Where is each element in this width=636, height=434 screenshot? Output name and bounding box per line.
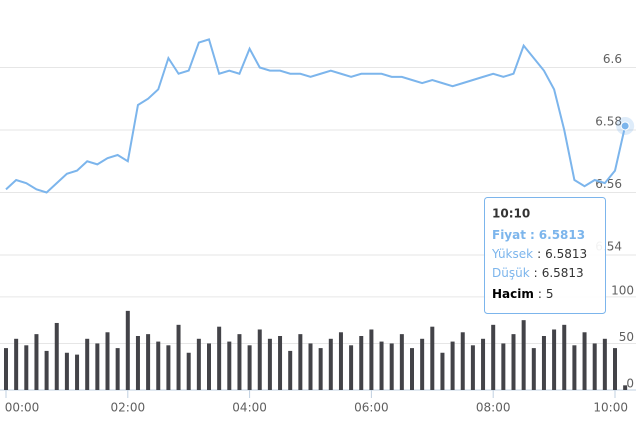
volume-bar [298, 334, 303, 390]
volume-bar [105, 332, 110, 390]
y-tick-label: 6.58 [595, 115, 622, 129]
volume-bar [369, 329, 374, 390]
volume-bar [95, 343, 100, 390]
volume-bar [125, 310, 130, 390]
volume-bar [227, 341, 232, 390]
volume-bar [541, 336, 546, 390]
volume-bar [379, 341, 384, 390]
volume-bar [521, 320, 526, 390]
volume-bar [349, 345, 354, 390]
tooltip-row: Hacim:5 [492, 287, 554, 301]
volume-bar [410, 348, 414, 390]
volume-bar [115, 348, 120, 390]
volume-bar [491, 324, 496, 390]
volume-bar [531, 348, 536, 390]
volume-bar [24, 345, 29, 390]
volume-bar [338, 332, 343, 390]
tooltip-text: : [538, 287, 542, 301]
volume-bar [176, 324, 181, 390]
price-line [5, 38, 627, 194]
tooltip-row: Yüksek:6.5813 [491, 247, 587, 261]
tooltip-row: Fiyat:6.5813 [492, 228, 585, 242]
tooltip-text: Yüksek [491, 247, 533, 261]
volume-bar [602, 338, 607, 390]
volume-bar [460, 332, 465, 390]
y2-tick-label: 50 [619, 330, 634, 344]
volume-bar [4, 348, 8, 390]
x-tick-label: 06:00 [354, 401, 389, 415]
tooltip-row: Düşük:6.5813 [492, 266, 584, 280]
volume-bar [470, 345, 475, 390]
volume-bar [359, 336, 364, 390]
tooltip-text: 6.5813 [545, 247, 587, 261]
volume-bar [572, 345, 577, 390]
x-tick-label: 08:00 [476, 401, 511, 415]
volume-bar [420, 338, 425, 390]
volume-bar [186, 352, 191, 390]
tooltip-text: Düşük [492, 266, 530, 280]
volume-bar [44, 350, 49, 390]
tooltip-text: 5 [546, 287, 554, 301]
volume-bar [135, 336, 140, 390]
volume-bar [247, 345, 252, 390]
tooltip-title: 10:10 [492, 207, 530, 221]
tooltip-text: 6.5813 [542, 266, 584, 280]
volume-bar [623, 385, 628, 390]
volume-bar [430, 326, 435, 390]
volume-bar [399, 334, 404, 390]
volume-bar [146, 334, 151, 390]
x-tick-label: 02:00 [111, 401, 146, 415]
volume-bar [328, 338, 333, 390]
volume-bar [85, 338, 90, 390]
volume-bar [481, 338, 486, 390]
tooltip-text: : [537, 247, 541, 261]
tooltip-text: : [530, 228, 535, 242]
volume-bar [196, 338, 201, 390]
volume-bar [613, 348, 617, 390]
volume-bar [288, 350, 293, 390]
y2-tick-label: 100 [611, 283, 634, 297]
volume-bar [75, 354, 80, 390]
tooltip-text: : [534, 266, 538, 280]
hover-point [620, 121, 630, 131]
volume-bar [237, 334, 242, 390]
volume-bar [34, 334, 39, 390]
tooltip-text: 6.5813 [539, 228, 585, 242]
tooltip-box [484, 197, 606, 314]
y-tick-label: 6.56 [595, 177, 622, 191]
volume-bar [562, 324, 567, 390]
volume-bar [318, 348, 323, 390]
volume-bar [440, 352, 445, 390]
tooltip-text: Fiyat [492, 228, 526, 242]
volume-bar [592, 343, 597, 390]
volume-bar [267, 338, 272, 390]
volume-bar [450, 341, 455, 390]
volume-bar [389, 343, 394, 390]
x-tick-label: 04:00 [232, 401, 267, 415]
volume-bar [14, 338, 19, 390]
volume-bar [582, 332, 587, 390]
y-tick-label: 6.6 [603, 52, 622, 66]
volume-bar [207, 343, 211, 390]
volume-bar [257, 329, 262, 390]
volume-bar [217, 326, 222, 390]
volume-bar [278, 336, 283, 390]
volume-bar [511, 334, 516, 390]
volume-bar [552, 329, 557, 390]
tooltip-text: Hacim [492, 287, 534, 301]
tooltip: 10:10Fiyat:6.5813Yüksek:6.5813Düşük:6.58… [484, 197, 606, 314]
x-tick-label: 00:00 [5, 401, 40, 415]
volume-bar [54, 322, 59, 390]
volume-bar [166, 345, 171, 390]
volume-bar [156, 341, 161, 390]
x-tick-label: 10:00 [593, 401, 628, 415]
volume-bar [501, 343, 506, 390]
volume-bar [308, 343, 313, 390]
volume-bar [64, 352, 69, 390]
y2-tick-label: 0 [626, 377, 634, 391]
